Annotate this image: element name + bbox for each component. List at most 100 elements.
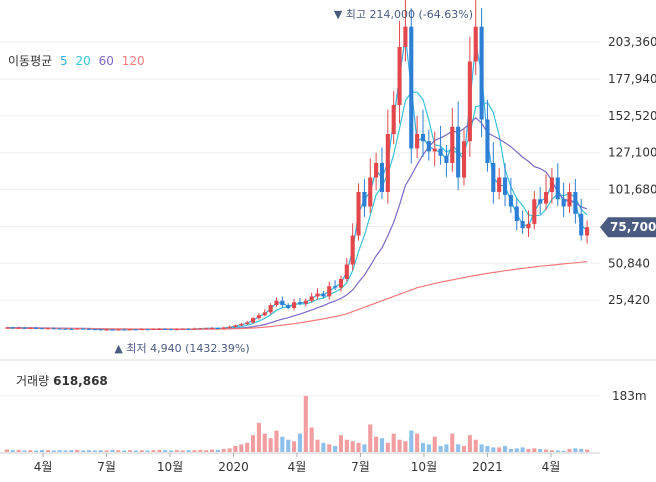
candle-body xyxy=(297,302,302,304)
volume-bar xyxy=(473,439,478,452)
candle-body xyxy=(491,163,496,192)
volume-bar xyxy=(397,439,402,452)
x-axis-ticks: 4월 7월 10월 2020 4월 7월 10월 2021 4월 xyxy=(34,453,560,474)
candle-body xyxy=(543,192,549,204)
volume-bar xyxy=(420,442,426,452)
candle-body xyxy=(209,328,215,330)
volume-bar xyxy=(81,450,86,452)
volume-bar xyxy=(315,439,320,452)
candle-body xyxy=(374,163,379,178)
candle-body xyxy=(309,296,314,301)
volume-bar xyxy=(28,450,33,452)
candle-body xyxy=(110,329,115,331)
volume-bar xyxy=(450,433,455,452)
candle-body xyxy=(4,327,9,329)
candle-body xyxy=(274,300,279,306)
candle-body xyxy=(168,329,174,331)
candle-body xyxy=(268,305,273,313)
volume-bar xyxy=(479,444,484,452)
volume-bar xyxy=(467,435,472,452)
candle-body xyxy=(186,328,191,330)
candle-body xyxy=(438,148,443,156)
volume-bar xyxy=(497,447,502,452)
candle-body xyxy=(327,286,332,297)
volume-bar xyxy=(180,450,185,452)
ma-60-line xyxy=(6,116,588,330)
volume-bar xyxy=(444,444,449,452)
volume-bar xyxy=(561,450,566,452)
candle-body xyxy=(579,213,584,236)
candle-body xyxy=(256,315,261,319)
y-tick-label: 177,940 xyxy=(608,72,656,86)
candle-body xyxy=(432,148,437,152)
volume-bar xyxy=(4,449,9,452)
ma-legend-120: 120 xyxy=(121,54,145,68)
x-tick-label: 10월 xyxy=(411,460,437,474)
volume-bar xyxy=(415,433,420,452)
candle-body xyxy=(303,300,308,304)
volume-bar xyxy=(538,448,543,452)
volume-bar xyxy=(403,441,408,452)
candle-body xyxy=(567,192,572,207)
candle-body xyxy=(362,192,367,207)
candle-body xyxy=(555,177,560,200)
x-tick-label: 7월 xyxy=(97,460,116,474)
volume-bar xyxy=(555,450,560,452)
candle-body xyxy=(245,322,250,324)
candle-body xyxy=(16,327,21,329)
volume-bar xyxy=(16,449,21,452)
volume-bar xyxy=(379,438,385,452)
candle-body xyxy=(585,227,590,236)
candle-body xyxy=(538,199,543,204)
y-tick-label: 25,420 xyxy=(608,293,650,307)
candle-body xyxy=(356,192,361,236)
volume-bar xyxy=(280,436,285,452)
candle-body xyxy=(350,235,355,265)
candle-body xyxy=(385,134,390,192)
candle-body xyxy=(133,329,138,331)
grid-lines xyxy=(0,41,600,397)
volume-bar xyxy=(168,450,174,452)
candle-body xyxy=(81,328,86,330)
volume-bar xyxy=(157,449,162,452)
candle-body xyxy=(286,305,291,308)
candle-body xyxy=(262,312,267,316)
x-tick-label: 7월 xyxy=(351,460,370,474)
y-tick-label: 50,840 xyxy=(608,256,650,270)
volume-bar xyxy=(426,444,431,452)
candle-body xyxy=(450,126,455,163)
volume-bar xyxy=(502,445,508,452)
volume-bar xyxy=(139,450,144,452)
volume-bar xyxy=(98,450,103,452)
volume-bar xyxy=(368,424,373,452)
volume-bar xyxy=(456,444,461,452)
volume-bar xyxy=(268,438,273,452)
candle-body xyxy=(98,329,103,331)
candle-body xyxy=(250,318,256,323)
candle-body xyxy=(163,328,168,330)
candle-body xyxy=(227,326,232,328)
volume-bar xyxy=(245,442,250,452)
candle-body xyxy=(514,206,519,221)
volume-bar xyxy=(573,448,578,452)
candlesticks xyxy=(4,0,590,331)
volume-bar xyxy=(57,450,62,452)
candle-body xyxy=(549,177,554,192)
candle-body xyxy=(485,119,490,163)
candle-body xyxy=(573,192,578,214)
volume-legend-title: 거래량 xyxy=(16,374,50,388)
x-tick-label: 4월 xyxy=(288,460,307,474)
volume-bar xyxy=(34,450,39,452)
volume-bar xyxy=(127,450,133,452)
volume-bar xyxy=(227,448,232,452)
volume-bar xyxy=(321,442,326,452)
candle-body xyxy=(280,300,285,306)
candle-body xyxy=(379,163,385,192)
current-price-tag: 75,700 xyxy=(600,217,656,238)
candle-body xyxy=(51,328,56,330)
current-price-badge xyxy=(600,217,656,238)
volume-bar xyxy=(262,433,267,452)
volume-bar xyxy=(297,433,302,452)
volume-bar xyxy=(151,450,156,452)
